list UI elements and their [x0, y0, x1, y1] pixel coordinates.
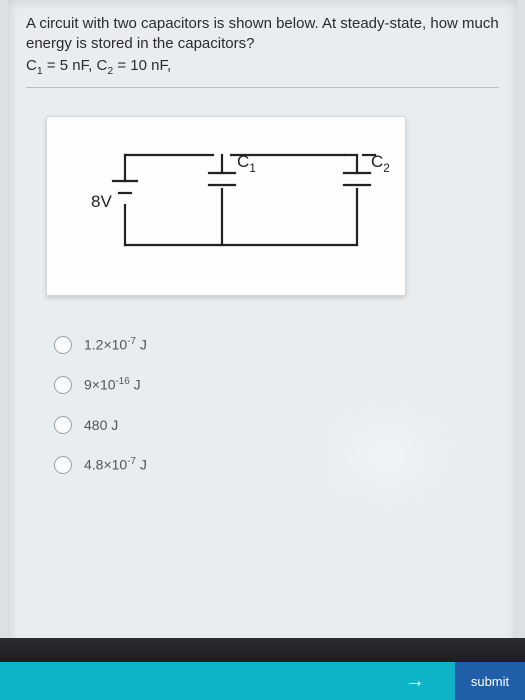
options-list: 1.2×10-7 J 9×10-16 J 480 J 4.8×10-7 J — [54, 336, 499, 474]
radio-icon[interactable] — [54, 416, 72, 434]
option-label: 1.2×10-7 J — [84, 336, 147, 353]
radio-icon[interactable] — [54, 376, 72, 394]
footer-bar: → submit — [0, 662, 525, 700]
monitor-bezel — [0, 638, 525, 662]
option-1[interactable]: 1.2×10-7 J — [54, 336, 499, 354]
option-4[interactable]: 4.8×10-7 J — [54, 456, 499, 474]
option-2[interactable]: 9×10-16 J — [54, 376, 499, 394]
divider — [26, 87, 499, 88]
option-label: 9×10-16 J — [84, 376, 141, 393]
progress-bar: → — [0, 662, 455, 700]
option-3[interactable]: 480 J — [54, 416, 499, 434]
voltage-label: 8V — [91, 192, 112, 211]
question-text: A circuit with two capacitors is shown b… — [26, 14, 499, 55]
radio-icon[interactable] — [54, 336, 72, 354]
circuit-svg: 8V C1 C2 — [65, 135, 389, 279]
circuit-figure: 8V C1 C2 — [46, 116, 406, 296]
question-params: C1 = 5 nF, C2 = 10 nF, — [26, 57, 499, 77]
content-area: A circuit with two capacitors is shown b… — [8, 0, 517, 474]
quiz-screen: A circuit with two capacitors is shown b… — [8, 0, 517, 662]
option-label: 480 J — [84, 417, 118, 433]
c2-label: C2 — [371, 152, 389, 175]
radio-icon[interactable] — [54, 456, 72, 474]
submit-button[interactable]: submit — [455, 662, 525, 700]
option-label: 4.8×10-7 J — [84, 456, 147, 473]
arrow-icon[interactable]: → — [405, 670, 425, 693]
